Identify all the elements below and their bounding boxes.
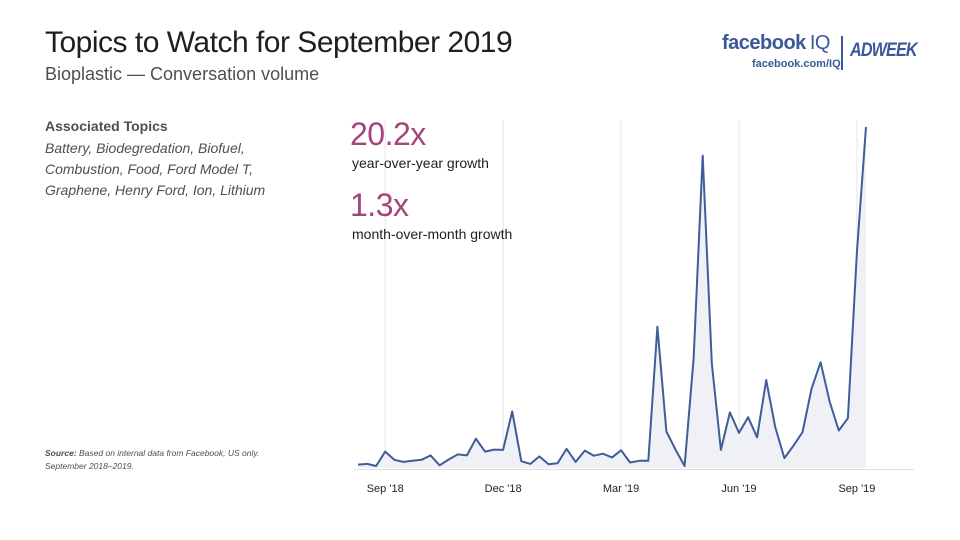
brand-divider (841, 36, 843, 70)
x-tick-label-2: Mar '19 (603, 483, 639, 495)
facebook-iq-logo: facebook IQ (722, 32, 830, 55)
x-tick-label-1: Dec '18 (485, 483, 522, 495)
page-title: Topics to Watch for September 2019 (45, 26, 513, 59)
page-subtitle: Bioplastic — Conversation volume (45, 64, 320, 84)
adweek-logo: ADWEEK (850, 40, 918, 61)
x-tick-label-4: Sep '19 (838, 483, 875, 495)
facebook-wordmark: facebook (722, 32, 806, 54)
yoy-growth-value: 20.2x (350, 116, 426, 152)
mom-growth-label: month-over-month growth (352, 226, 513, 242)
associated-topics-heading: Associated Topics (45, 118, 168, 134)
x-tick-label-0: Sep '18 (367, 483, 404, 495)
associated-topics-list: Battery, Biodegredation, Biofuel, Combus… (45, 140, 266, 198)
mom-growth-value: 1.3x (350, 187, 409, 223)
series-area (358, 127, 866, 468)
source-note: Source: Based on internal data from Face… (45, 447, 285, 473)
source-text: Based on internal data from Facebook, US… (45, 448, 260, 471)
source-label: Source: (45, 448, 77, 458)
x-tick-label-3: Jun '19 (721, 483, 756, 495)
brand-lockup[interactable]: facebook IQ facebook.com/IQ ADWEEK (722, 32, 922, 72)
iq-wordmark: IQ (809, 32, 831, 54)
yoy-growth-label: year-over-year growth (352, 155, 489, 171)
facebook-iq-url[interactable]: facebook.com/IQ (752, 58, 841, 70)
series-line (357, 126, 867, 467)
